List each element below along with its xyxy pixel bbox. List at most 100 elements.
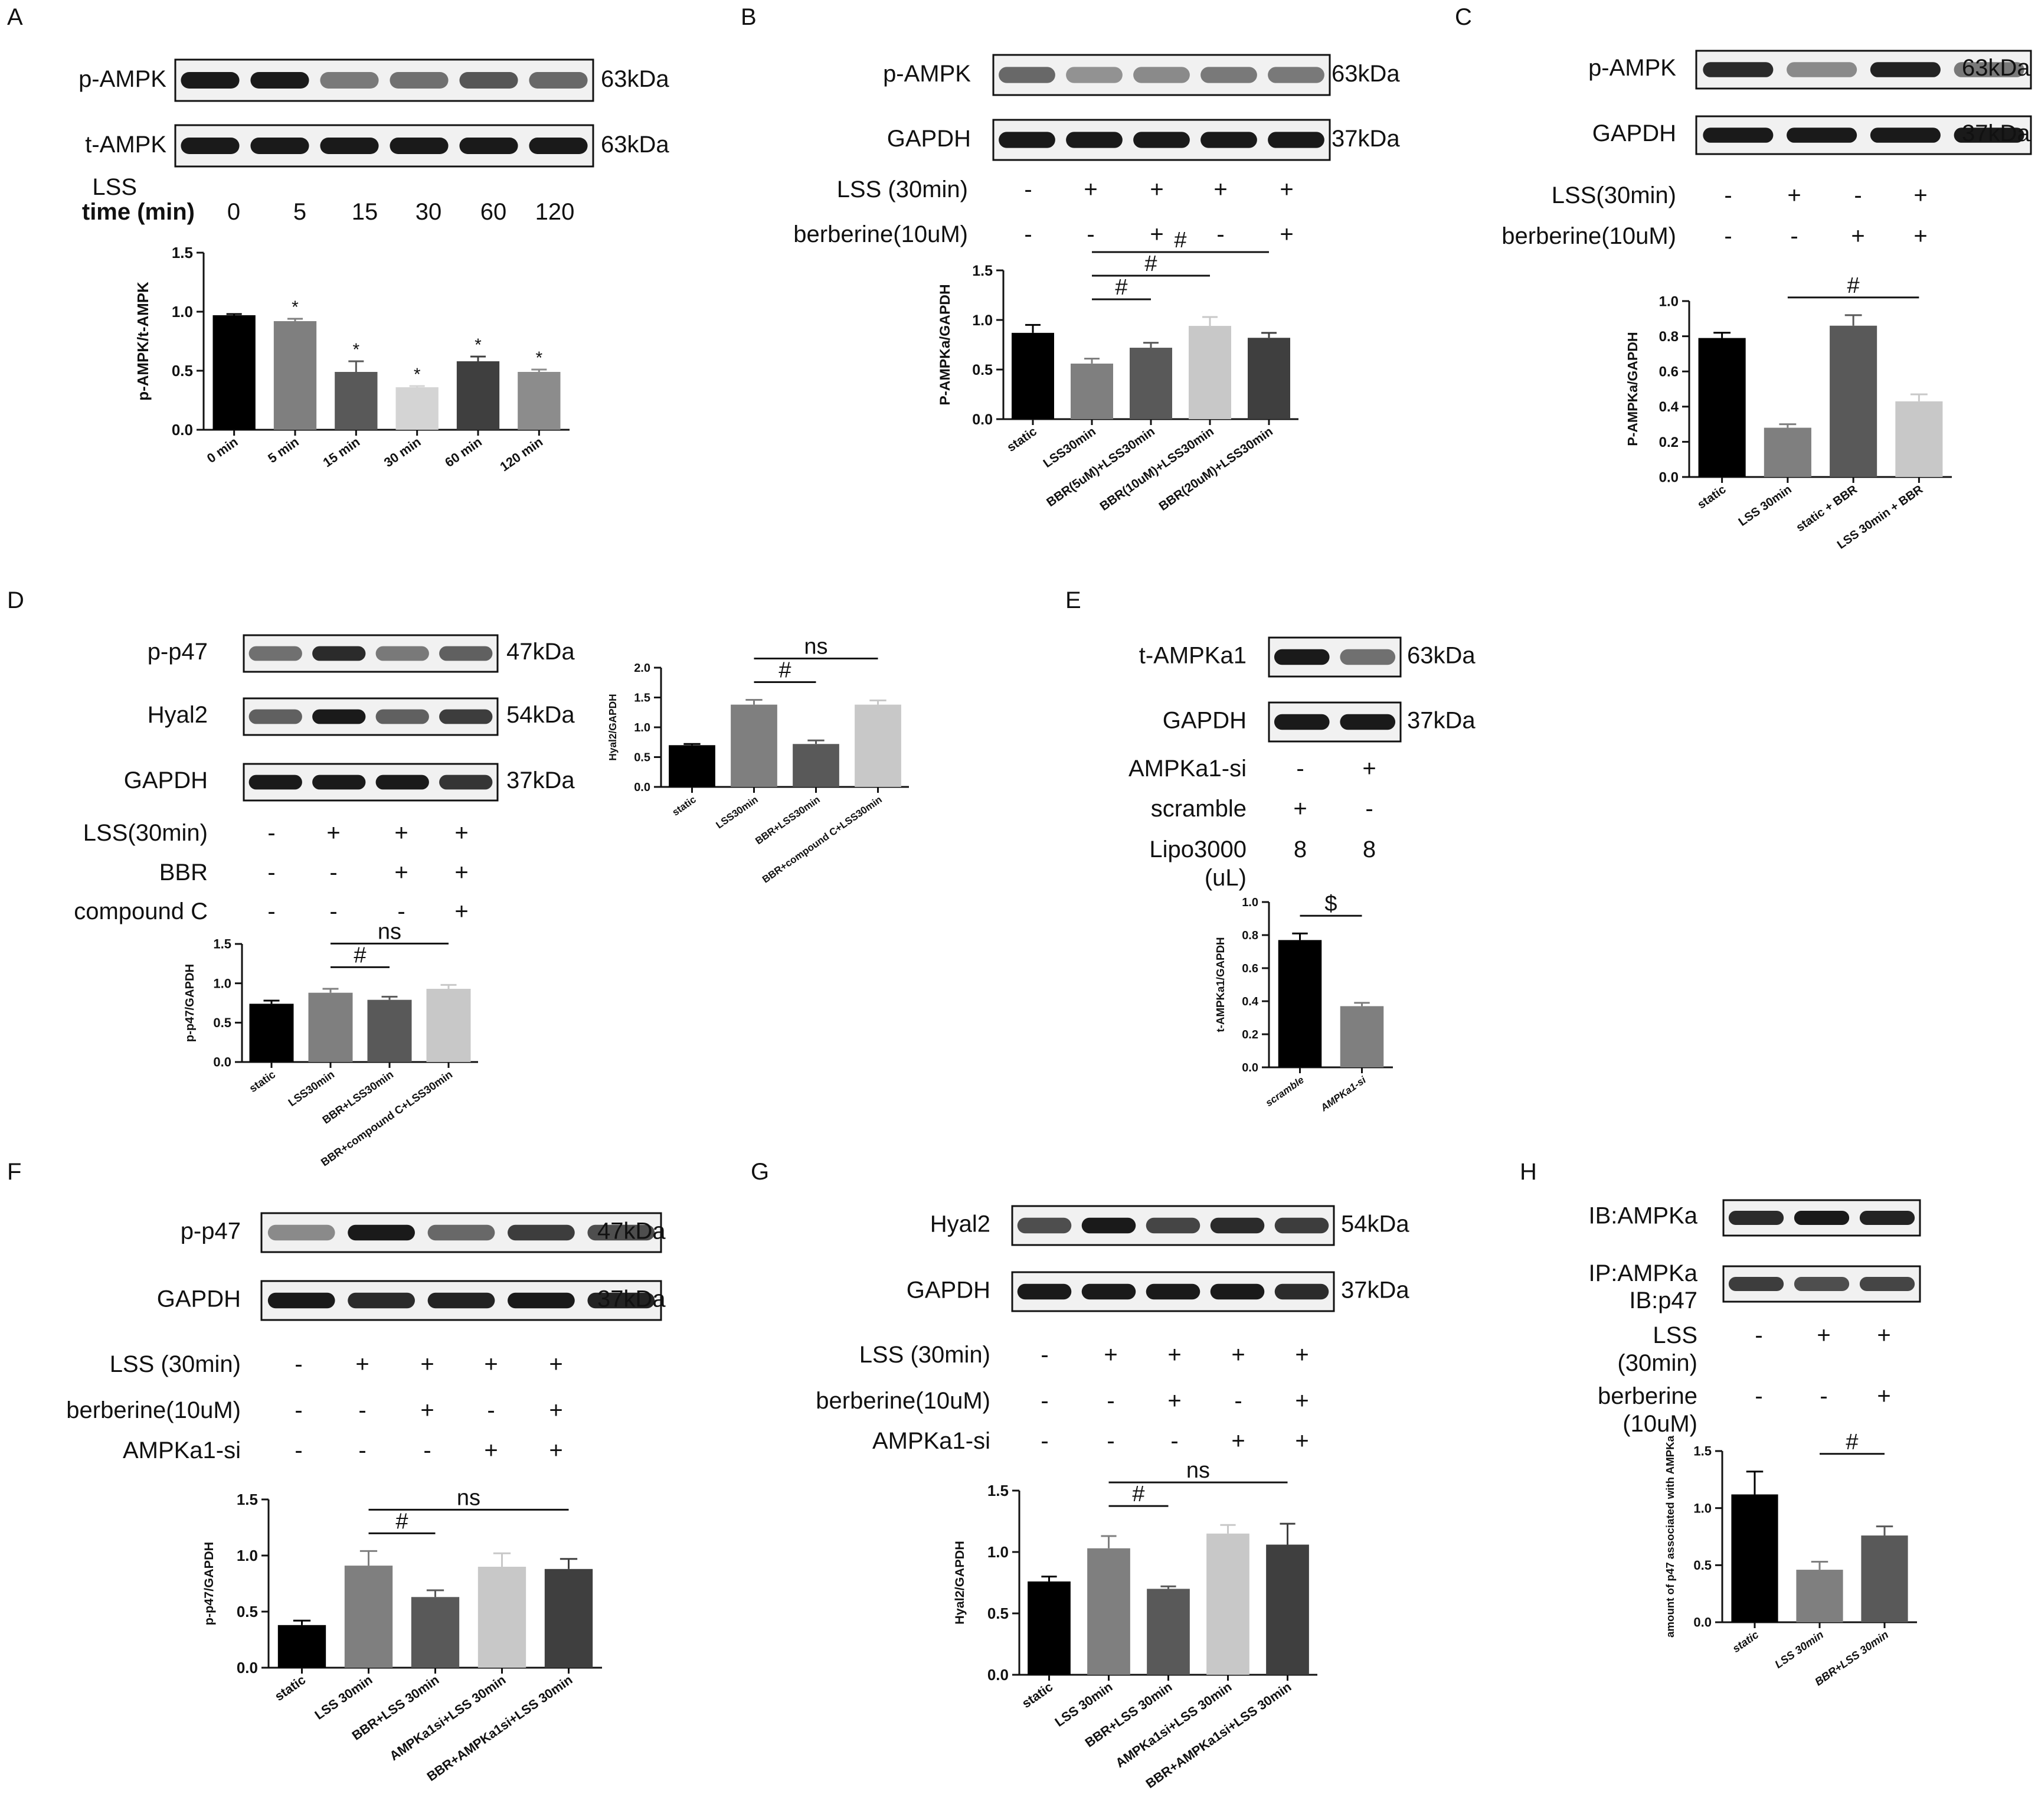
y-tick-label: 2.0: [634, 662, 650, 675]
condition-value: -: [1724, 182, 1732, 208]
comparison-label: #: [1846, 1430, 1858, 1455]
x-tick-label: 60 min: [442, 434, 485, 470]
blot-frame: [174, 58, 594, 102]
x-tick-label: AMPKa1si+LSS 30min: [387, 1672, 508, 1764]
condition-value: +: [1877, 1383, 1890, 1409]
y-tick-label: 1.0: [987, 1543, 1009, 1561]
comparison-label: ns: [804, 635, 827, 659]
molecular-weight: 37kDa: [1341, 1277, 1409, 1303]
blot-band: [390, 72, 449, 89]
bar: [1278, 940, 1322, 1067]
molecular-weight: 63kDa: [1407, 643, 1476, 669]
blot-band: [375, 775, 429, 790]
condition-value: -: [1107, 1428, 1114, 1454]
molecular-weight: 63kDa: [601, 132, 669, 158]
blot-band: [587, 1292, 655, 1309]
bar: [411, 1597, 460, 1668]
y-tick-label: 0.5: [172, 362, 193, 380]
blot-band: [1146, 1217, 1200, 1234]
blot-label: Hyal2: [930, 1211, 990, 1237]
condition-value: -: [358, 1397, 366, 1423]
condition-value: +: [1167, 1342, 1181, 1368]
y-axis-label: Hyal2/GAPDH: [607, 694, 619, 760]
comparison-label: #: [1144, 251, 1157, 276]
y-tick-label: 0.2: [1242, 1028, 1258, 1041]
y-tick-label: 0.6: [1242, 962, 1258, 975]
blot-band: [1794, 1277, 1850, 1291]
blot-band: [1274, 1283, 1329, 1300]
blot-band: [375, 709, 429, 724]
blot-band: [312, 709, 366, 724]
western-blot: GAPDH 37kDa: [124, 763, 575, 802]
blot-band: [1870, 62, 1941, 77]
bar: [1830, 325, 1877, 477]
blot-band: [1017, 1217, 1072, 1234]
condition-value: 120: [535, 199, 575, 225]
blot-band: [1703, 62, 1774, 77]
condition-value: +: [1231, 1342, 1245, 1368]
condition-value: 0: [227, 199, 240, 225]
bar: [249, 1004, 294, 1062]
bar: [1248, 338, 1290, 419]
condition-value: -: [267, 820, 275, 846]
condition-value: -: [487, 1397, 495, 1423]
western-blot: p-AMPK 63kDa: [883, 54, 1400, 96]
blot-band: [390, 138, 449, 154]
comparison-label: #: [395, 1509, 408, 1534]
blot-band: [459, 138, 518, 154]
blot-band: [1133, 132, 1190, 148]
y-axis-label: amount of p47 associated with AMPKa: [1664, 1435, 1676, 1638]
condition-value: +: [420, 1351, 434, 1377]
condition-value: +: [420, 1397, 434, 1423]
blot-band: [348, 1224, 415, 1241]
condition-value: -: [1790, 223, 1798, 249]
condition-value: +: [1150, 177, 1163, 202]
blot-band: [999, 67, 1055, 83]
western-blot: p-p47 47kDa: [181, 1212, 666, 1253]
significance-star: *: [475, 335, 482, 355]
y-axis-label: p-p47/GAPDH: [201, 1542, 216, 1626]
y-tick-label: 0.0: [172, 421, 193, 439]
y-tick-label: 0.5: [634, 751, 650, 764]
bar: [456, 361, 500, 430]
x-tick-label: static: [1005, 424, 1039, 455]
blot-band: [508, 1292, 575, 1309]
bar-chart-a: 0.0 0.5 1.0 1.5 p-AMPK/t-AMPK 0 min * 5 min * 15 …: [135, 244, 570, 474]
blot-label: GAPDH: [907, 1277, 990, 1303]
panel-letter: A: [7, 4, 23, 30]
condition-label: (30min): [1617, 1350, 1697, 1376]
comparison-label: ns: [378, 919, 401, 944]
panel-letter: D: [7, 587, 24, 613]
condition-label: AMPKa1-si: [123, 1437, 241, 1463]
condition-value: +: [1231, 1428, 1245, 1454]
bar: [1698, 338, 1746, 477]
blot-label: p-AMPK: [78, 66, 166, 92]
x-tick-label: LSS30min: [1041, 424, 1098, 470]
condition-label: LSS (30min): [859, 1342, 990, 1368]
condition-value: -: [1234, 1388, 1242, 1414]
panel-f: Fp-p47 47kDa GAPDH 37kDa LSS (30min) - + + + + ber…: [7, 1159, 666, 1463]
panel-e: Et-AMPKa1 63kDa GAPDH 37kDa AMPKa1-si - + scram…: [1065, 587, 1476, 891]
blot-band: [1210, 1217, 1265, 1234]
blot-band: [1787, 62, 1857, 77]
blot-band: [508, 1224, 575, 1241]
blot-label: IP:AMPKa: [1588, 1260, 1697, 1286]
condition-label: berberine(10uM): [1501, 223, 1676, 249]
x-tick-label: static: [1695, 483, 1728, 512]
bar: [1087, 1548, 1130, 1675]
x-tick-label: AMPKa1si+LSS 30min: [1113, 1680, 1234, 1771]
significance-star: *: [292, 298, 299, 317]
bar: [518, 372, 561, 430]
x-tick-label: static + BBR: [1794, 483, 1860, 534]
western-blot: GAPDH 37kDa: [907, 1271, 1409, 1312]
western-blot: GAPDH 37kDa: [157, 1280, 666, 1321]
blot-label: GAPDH: [887, 126, 971, 152]
condition-value: -: [1024, 221, 1032, 247]
y-axis-label: Hyal2/GAPDH: [952, 1541, 967, 1625]
molecular-weight: 54kDa: [1341, 1211, 1409, 1237]
bar: [1012, 332, 1054, 419]
blot-band: [312, 775, 366, 790]
condition-value: -: [358, 1437, 366, 1463]
y-tick-label: 0.5: [987, 1605, 1009, 1622]
blot-band: [1274, 649, 1330, 665]
